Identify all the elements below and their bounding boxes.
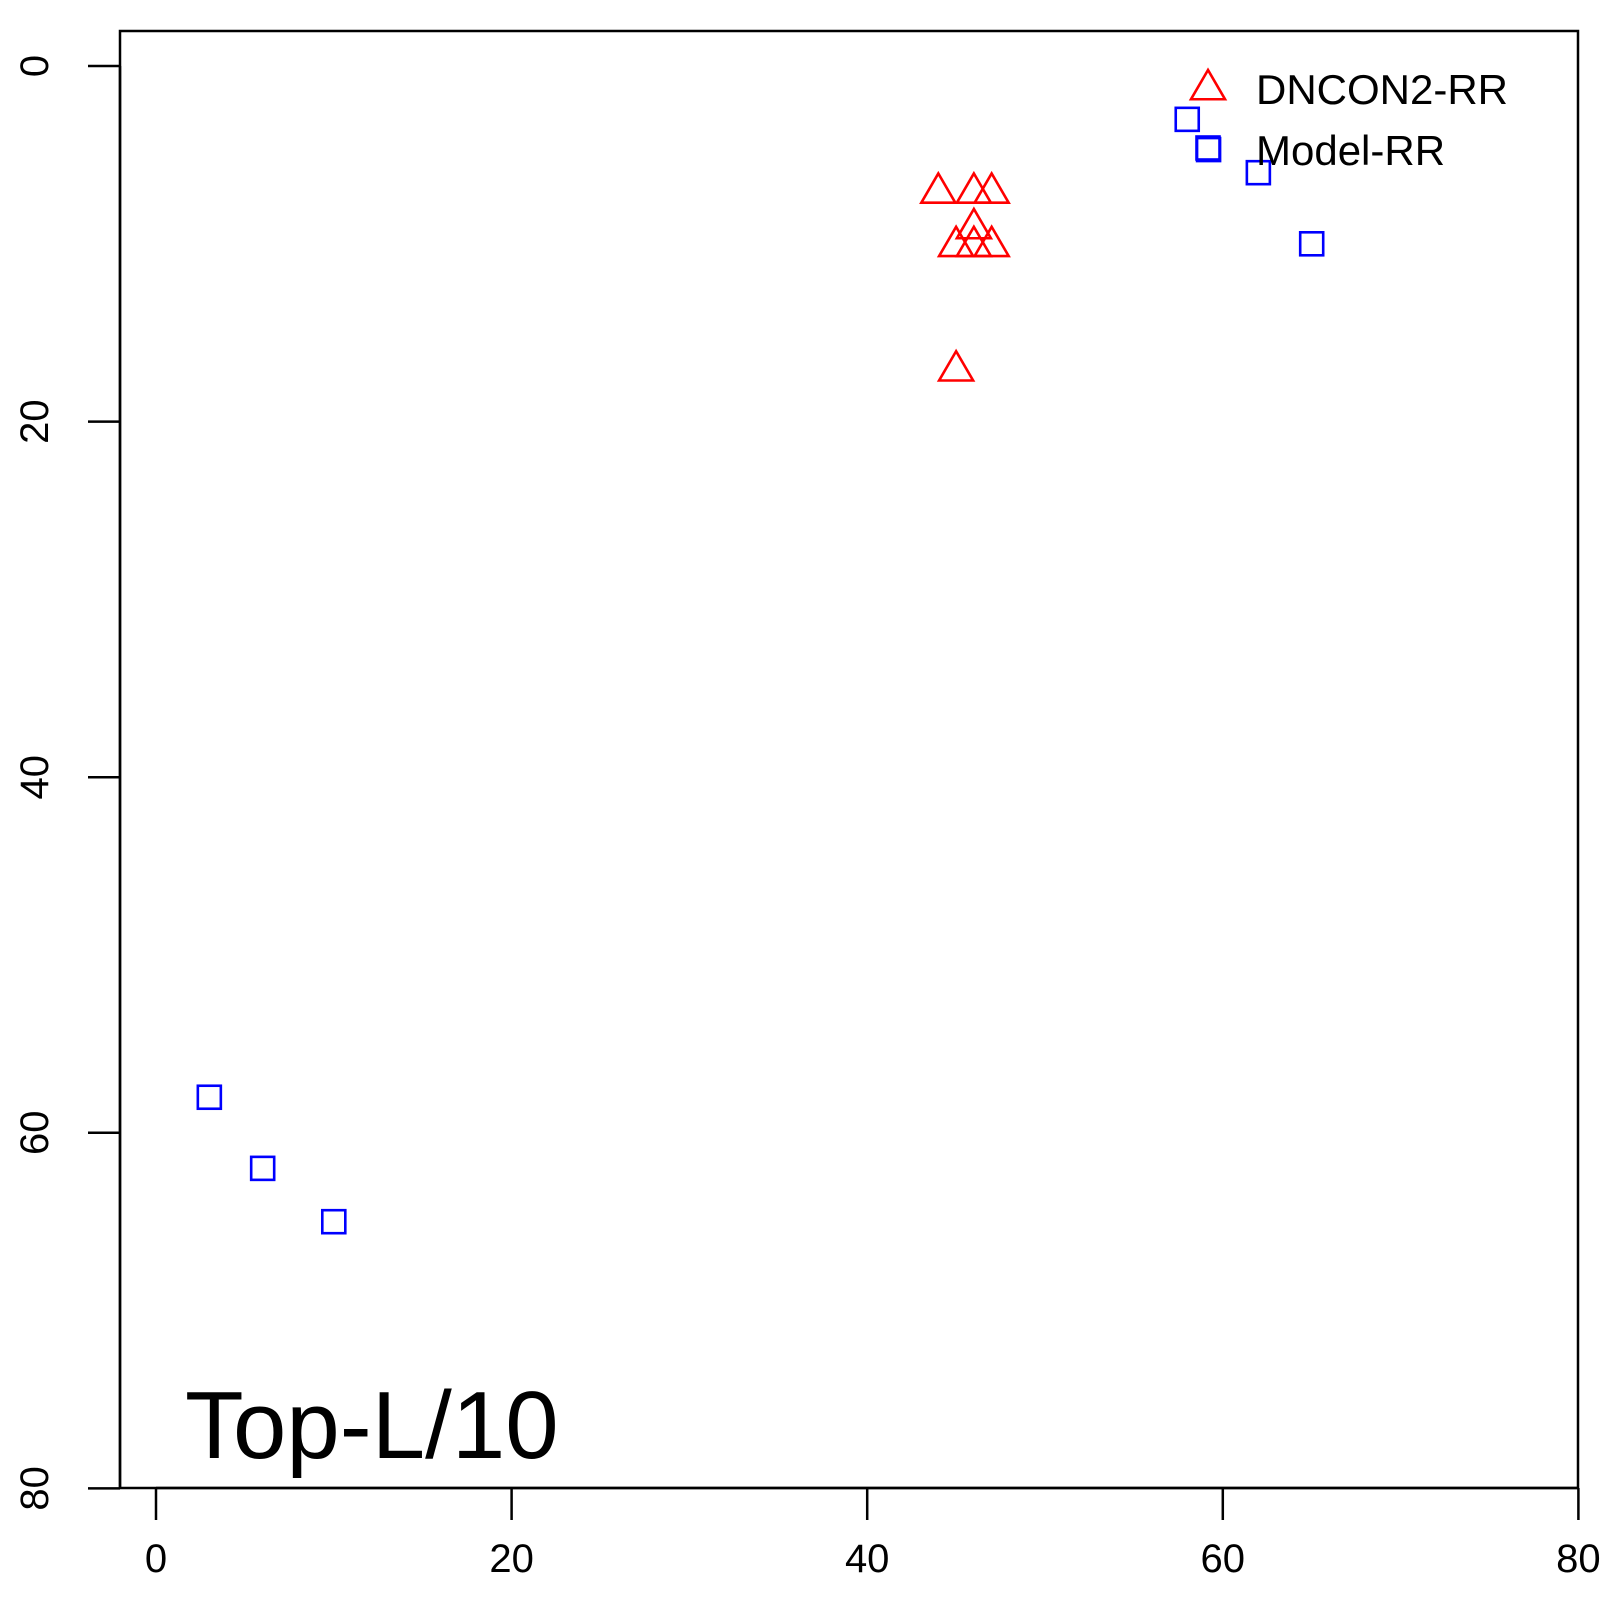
y-tick-label: 20 [13,399,57,444]
x-tick-label: 0 [145,1537,167,1581]
data-points [196,106,1325,1235]
plot-frame [118,29,1580,1490]
x-tick-label: 80 [1556,1537,1600,1581]
point-square [1174,106,1201,133]
point-triangle [936,348,976,382]
point-square [1298,231,1325,257]
x-axis: 0 20 40 60 80 [145,1486,1600,1581]
point-triangle [972,170,1011,204]
x-tick-label: 20 [489,1537,534,1581]
point-square [1195,136,1222,163]
x-tick-label: 60 [1201,1537,1246,1581]
point-triangle [936,224,976,258]
legend-square-marker [1195,135,1221,161]
annotation-label: Top-L/10 [185,1372,559,1479]
legend-triangle-marker [1188,67,1228,101]
point-triangle [954,206,994,240]
point-square [320,1208,347,1235]
point-triangle [954,170,994,204]
y-tick-label: 0 [13,55,57,77]
y-axis: 0 20 40 60 80 [13,55,122,1511]
point-square [196,1084,223,1111]
x-tick-label: 40 [845,1537,890,1581]
point-square [249,1155,276,1182]
legend-label: Model-RR [1256,127,1445,174]
point-square [1245,159,1272,186]
y-tick-label: 60 [13,1111,57,1156]
legend: DNCON2-RR Model-RR [1188,66,1508,174]
legend-label: DNCON2-RR [1256,66,1508,113]
y-tick-label: 40 [13,755,57,800]
y-tick-label: 80 [13,1466,57,1511]
point-triangle [919,170,958,204]
point-triangle [972,224,1011,258]
